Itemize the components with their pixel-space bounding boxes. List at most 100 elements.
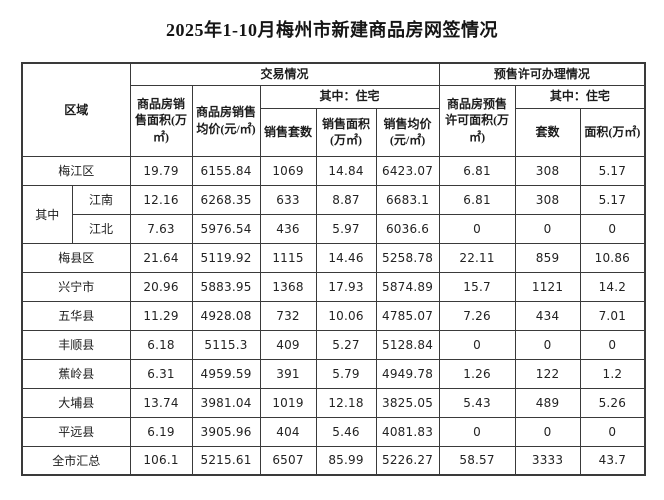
table-cell: 5.43 xyxy=(438,387,516,418)
table-cell: 0 xyxy=(438,416,516,447)
table-cell: 5.17 xyxy=(579,184,646,215)
table-row-jiangnan: 其中 江南 12.16 6268.35 633 8.87 6683.1 6.81… xyxy=(21,184,646,244)
table-cell: 1368 xyxy=(259,271,317,302)
table-cell: 13.74 xyxy=(129,387,193,418)
table-cell: 6683.1 xyxy=(375,184,440,215)
table-row-citywide-total: 全市汇总 106.1 5215.61 6507 85.99 5226.27 58… xyxy=(21,445,646,476)
table-cell: 0 xyxy=(514,329,581,360)
header-row-groups: 区域 交易情况 预售许可办理情况 xyxy=(21,62,646,157)
table-cell: 20.96 xyxy=(129,271,193,302)
table-cell: 14.46 xyxy=(315,242,377,273)
table-cell: 436 xyxy=(259,213,317,244)
header-sales-avg-price: 商品房销售均价(元/㎡) xyxy=(191,84,261,157)
table-cell: 7.63 xyxy=(129,213,193,244)
header-units-sold: 销售套数 xyxy=(259,107,317,157)
table-cell: 22.11 xyxy=(438,242,516,273)
table-cell: 5.46 xyxy=(315,416,377,447)
table-cell: 409 xyxy=(259,329,317,360)
header-region: 区域 xyxy=(21,62,131,157)
table-cell: 4949.78 xyxy=(375,358,440,389)
table-header: 区域 交易情况 预售许可办理情况 商品房销售面积(万㎡) 商品房销售均价(元/㎡… xyxy=(21,62,646,157)
table-cell: 15.7 xyxy=(438,271,516,302)
table-cell: 5128.84 xyxy=(375,329,440,360)
table-cell: 7.01 xyxy=(579,300,646,331)
table-row-meixian: 梅县区 21.64 5119.92 1115 14.46 5258.78 22.… xyxy=(21,242,646,273)
table-row-dabu: 大埔县 13.74 3981.04 1019 12.18 3825.05 5.4… xyxy=(21,387,646,418)
table-cell: 3981.04 xyxy=(191,387,261,418)
table-cell: 1069 xyxy=(259,155,317,186)
table-cell: 5226.27 xyxy=(375,445,440,476)
table-cell: 4959.59 xyxy=(191,358,261,389)
table-cell: 4785.07 xyxy=(375,300,440,331)
table-cell: 1019 xyxy=(259,387,317,418)
table-cell: 308 xyxy=(514,155,581,186)
table-row-xingning: 兴宁市 20.96 5883.95 1368 17.93 5874.89 15.… xyxy=(21,271,646,302)
table-cell: 4928.08 xyxy=(191,300,261,331)
table-cell: 6.81 xyxy=(438,184,516,215)
table-row-jiaoling: 蕉岭县 6.31 4959.59 391 5.79 4949.78 1.26 1… xyxy=(21,358,646,389)
table-row-meijiang: 梅江区 19.79 6155.84 1069 14.84 6423.07 6.8… xyxy=(21,155,646,186)
table-cell: 6155.84 xyxy=(191,155,261,186)
region-cell: 平远县 xyxy=(21,416,131,447)
table-cell: 3905.96 xyxy=(191,416,261,447)
table-body: 梅江区 19.79 6155.84 1069 14.84 6423.07 6.8… xyxy=(21,155,646,476)
header-transaction-group: 交易情况 xyxy=(129,62,440,86)
region-cell: 江北 xyxy=(71,213,131,244)
table-cell: 12.16 xyxy=(129,184,193,215)
table-cell: 5883.95 xyxy=(191,271,261,302)
table-row-wuhua: 五华县 11.29 4928.08 732 10.06 4785.07 7.26… xyxy=(21,300,646,331)
table-cell: 6507 xyxy=(259,445,317,476)
table-cell: 0 xyxy=(579,416,646,447)
header-res-sales-area: 销售面积(万㎡) xyxy=(315,107,377,157)
table-cell: 5874.89 xyxy=(375,271,440,302)
table-cell: 8.87 xyxy=(315,184,377,215)
table-cell: 0 xyxy=(514,416,581,447)
group-cell: 其中 xyxy=(21,184,73,244)
table-cell: 5.27 xyxy=(315,329,377,360)
table-cell: 0 xyxy=(438,329,516,360)
table-cell: 3333 xyxy=(514,445,581,476)
table-cell: 5115.3 xyxy=(191,329,261,360)
table-cell: 6.31 xyxy=(129,358,193,389)
table-cell: 6423.07 xyxy=(375,155,440,186)
header-row-sub: 商品房销售面积(万㎡) 商品房销售均价(元/㎡) 其中：住宅 商品房预售许可面积… xyxy=(22,84,646,157)
table-cell: 1121 xyxy=(514,271,581,302)
header-row-leaf: 销售套数 销售面积(万㎡) 销售均价(元/㎡) 套数 面积(万㎡) xyxy=(22,107,646,157)
header-presale-area: 商品房预售许可面积(万㎡) xyxy=(438,84,516,157)
table-cell: 43.7 xyxy=(579,445,646,476)
table-cell: 633 xyxy=(259,184,317,215)
table-cell: 5.17 xyxy=(579,155,646,186)
table-cell: 7.26 xyxy=(438,300,516,331)
housing-stats-table: 区域 交易情况 预售许可办理情况 商品房销售面积(万㎡) 商品房销售均价(元/㎡… xyxy=(21,62,647,476)
region-cell: 丰顺县 xyxy=(21,329,131,360)
table-cell: 5258.78 xyxy=(375,242,440,273)
table-cell: 0 xyxy=(514,213,581,244)
table-cell: 434 xyxy=(514,300,581,331)
header-sales-area: 商品房销售面积(万㎡) xyxy=(129,84,193,157)
table-cell: 17.93 xyxy=(315,271,377,302)
table-cell: 5215.61 xyxy=(191,445,261,476)
table-cell: 1.2 xyxy=(579,358,646,389)
header-presale-group: 预售许可办理情况 xyxy=(438,62,646,86)
table-cell: 10.86 xyxy=(579,242,646,273)
header-res-avg-price: 销售均价(元/㎡) xyxy=(375,107,440,157)
table-cell: 5.79 xyxy=(315,358,377,389)
table-cell: 122 xyxy=(514,358,581,389)
table-cell: 6.81 xyxy=(438,155,516,186)
table-cell: 10.06 xyxy=(315,300,377,331)
table-cell: 308 xyxy=(514,184,581,215)
header-presale-residential-sub: 其中：住宅 xyxy=(514,84,646,109)
table-cell: 404 xyxy=(259,416,317,447)
region-cell: 江南 xyxy=(71,184,131,215)
table-cell: 85.99 xyxy=(315,445,377,476)
table-cell: 859 xyxy=(514,242,581,273)
table-cell: 5119.92 xyxy=(191,242,261,273)
table-cell: 19.79 xyxy=(129,155,193,186)
table-cell: 732 xyxy=(259,300,317,331)
table-cell: 0 xyxy=(579,213,646,244)
table-cell: 5.97 xyxy=(315,213,377,244)
page-title: 2025年1-10月梅州市新建商品房网签情况 xyxy=(166,20,498,40)
region-cell: 兴宁市 xyxy=(21,271,131,302)
table-cell: 1.26 xyxy=(438,358,516,389)
